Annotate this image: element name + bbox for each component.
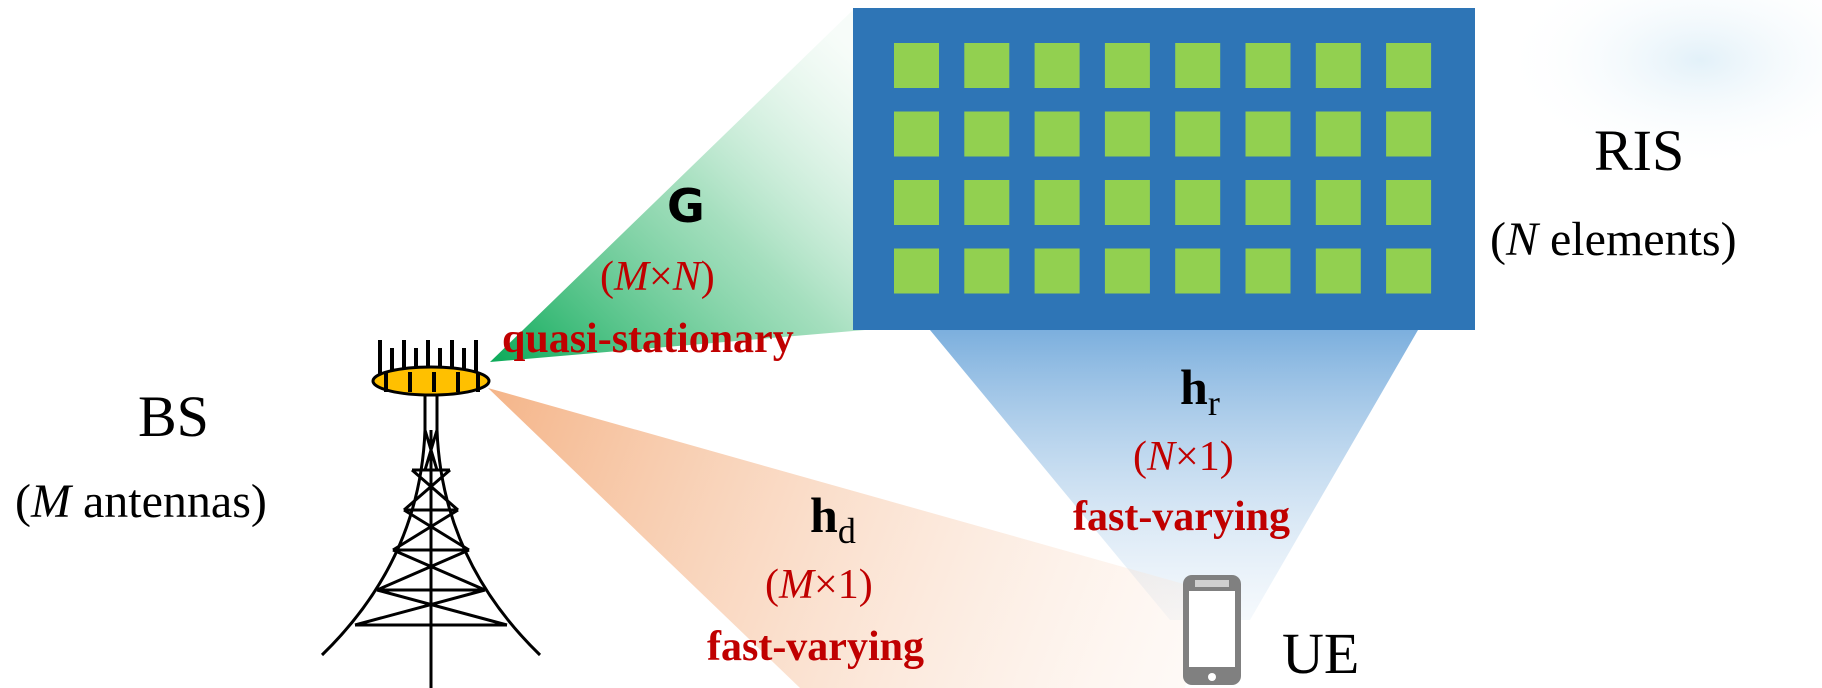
- ris-element: [1386, 43, 1432, 88]
- ris-element: [964, 248, 1010, 294]
- channel-hd-property: fast-varying: [707, 624, 924, 670]
- ris-element: [1386, 111, 1432, 157]
- channel-hr-symbol: hr: [1180, 359, 1220, 423]
- ris-element: [1175, 248, 1221, 294]
- channel-g-property: quasi-stationary: [502, 316, 794, 362]
- ris-element: [1315, 180, 1361, 225]
- ris-element: [1245, 180, 1291, 225]
- ris-element: [1245, 43, 1291, 88]
- bs-sublabel: (M antennas): [15, 475, 267, 528]
- ris-element: [1175, 43, 1221, 88]
- ris-element: [1175, 111, 1221, 157]
- ris-element: [964, 180, 1010, 225]
- ris-element: [964, 111, 1010, 157]
- ris-element: [1034, 180, 1080, 225]
- channel-hr-dimension: (N×1): [1133, 434, 1234, 480]
- ris-element: [1245, 248, 1291, 294]
- ris-element: [894, 43, 939, 88]
- ris-label: RIS: [1594, 118, 1685, 183]
- ris-element: [1175, 180, 1221, 225]
- ris-element: [1104, 180, 1150, 225]
- channel-hr-property: fast-varying: [1073, 494, 1290, 540]
- ris-element: [964, 43, 1010, 88]
- ris-element-grid: [894, 43, 1432, 294]
- ris-element: [1245, 111, 1291, 157]
- ris-sublabel: (N elements): [1490, 213, 1737, 266]
- ris-element: [894, 180, 939, 225]
- ris-element: [1315, 248, 1361, 294]
- channel-g-dimension: (M×N): [600, 254, 715, 300]
- ris-element: [1034, 248, 1080, 294]
- ris-element: [894, 111, 939, 157]
- ris-element: [1034, 111, 1080, 157]
- ris-element: [1104, 43, 1150, 88]
- ris-element: [1315, 43, 1361, 88]
- ris-panel: [853, 8, 1475, 330]
- ris-element: [1315, 111, 1361, 157]
- channel-hd-dimension: (M×1): [765, 562, 873, 608]
- smartphone-icon: [1183, 575, 1241, 685]
- antenna-array-icon: [371, 340, 491, 397]
- beam-ris-ue: [930, 330, 1418, 620]
- ris-element: [1386, 180, 1432, 225]
- ue-label: UE: [1282, 621, 1360, 686]
- bs-label: BS: [138, 384, 209, 449]
- channel-g-symbol: G: [667, 179, 705, 233]
- tower-icon: [320, 390, 542, 688]
- ris-element: [1104, 248, 1150, 294]
- ris-element: [894, 248, 939, 294]
- ris-element: [1034, 43, 1080, 88]
- ris-element: [1386, 248, 1432, 294]
- ris-element: [1104, 111, 1150, 157]
- channel-hd-symbol: hd: [810, 487, 856, 551]
- background-cloud: [1500, 0, 1822, 170]
- beam-bs-ue: [488, 388, 1205, 688]
- beam-bs-ris: [490, 8, 865, 362]
